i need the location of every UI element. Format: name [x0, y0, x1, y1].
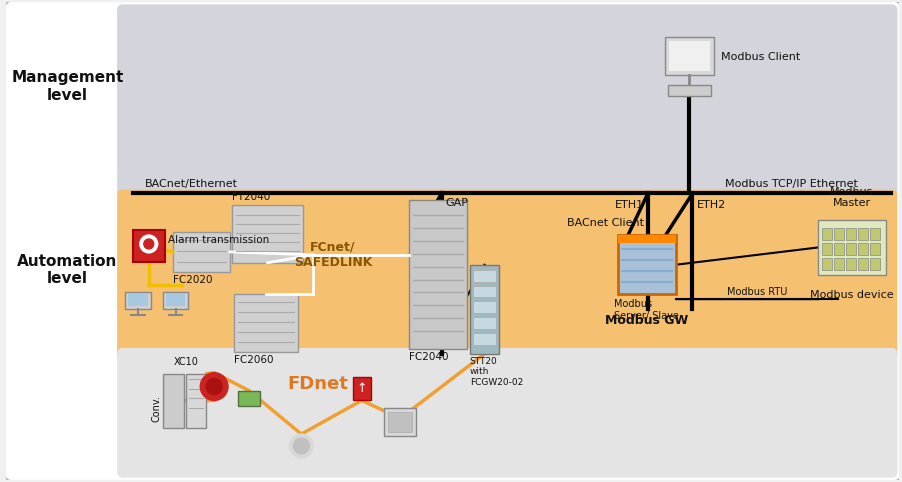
- FancyBboxPatch shape: [389, 412, 412, 432]
- Circle shape: [207, 379, 222, 394]
- FancyBboxPatch shape: [238, 390, 260, 406]
- FancyBboxPatch shape: [162, 374, 184, 428]
- Text: FC2020: FC2020: [172, 275, 212, 285]
- Text: FT2040: FT2040: [232, 192, 271, 202]
- FancyBboxPatch shape: [125, 292, 151, 309]
- FancyBboxPatch shape: [665, 37, 714, 75]
- FancyBboxPatch shape: [834, 258, 844, 270]
- Text: Modbus
Master: Modbus Master: [830, 187, 873, 208]
- FancyBboxPatch shape: [384, 408, 416, 436]
- Text: Modbus Client: Modbus Client: [722, 52, 800, 62]
- Text: Modbus TCP/IP Ethernet: Modbus TCP/IP Ethernet: [725, 178, 858, 188]
- FancyBboxPatch shape: [846, 258, 856, 270]
- Text: FDnet: FDnet: [288, 375, 348, 393]
- FancyBboxPatch shape: [410, 201, 466, 349]
- FancyBboxPatch shape: [822, 228, 832, 240]
- Text: Automation
level: Automation level: [17, 254, 118, 286]
- FancyBboxPatch shape: [667, 84, 712, 96]
- Text: Modbus GW: Modbus GW: [605, 314, 688, 327]
- Circle shape: [143, 239, 153, 249]
- FancyBboxPatch shape: [353, 376, 371, 401]
- FancyBboxPatch shape: [870, 228, 879, 240]
- FancyBboxPatch shape: [870, 258, 879, 270]
- Circle shape: [200, 373, 228, 401]
- FancyBboxPatch shape: [187, 374, 207, 428]
- FancyBboxPatch shape: [846, 243, 856, 255]
- FancyBboxPatch shape: [822, 258, 832, 270]
- FancyBboxPatch shape: [846, 228, 856, 240]
- FancyBboxPatch shape: [473, 270, 496, 281]
- FancyBboxPatch shape: [668, 41, 710, 71]
- FancyBboxPatch shape: [117, 348, 897, 478]
- FancyBboxPatch shape: [162, 292, 189, 309]
- FancyBboxPatch shape: [232, 205, 303, 263]
- Circle shape: [293, 438, 309, 454]
- FancyBboxPatch shape: [870, 243, 879, 255]
- Text: FCnet/
SAFEDLINK: FCnet/ SAFEDLINK: [294, 241, 373, 269]
- FancyBboxPatch shape: [473, 333, 496, 345]
- FancyBboxPatch shape: [166, 295, 186, 307]
- Text: Modbus RTU: Modbus RTU: [727, 287, 787, 297]
- FancyBboxPatch shape: [117, 4, 897, 198]
- FancyBboxPatch shape: [473, 301, 496, 313]
- FancyBboxPatch shape: [128, 295, 148, 307]
- Text: ETH1: ETH1: [615, 201, 644, 211]
- Text: FC2040: FC2040: [410, 352, 448, 362]
- FancyBboxPatch shape: [834, 243, 844, 255]
- Text: Alarm transmission: Alarm transmission: [168, 235, 269, 245]
- FancyBboxPatch shape: [858, 228, 868, 240]
- Text: GAP: GAP: [446, 199, 469, 208]
- FancyBboxPatch shape: [818, 220, 886, 275]
- Text: Modbus
Server/ Slave: Modbus Server/ Slave: [614, 299, 679, 321]
- FancyBboxPatch shape: [822, 243, 832, 255]
- Text: Conv.: Conv.: [152, 395, 161, 422]
- FancyBboxPatch shape: [117, 189, 897, 360]
- Text: ETH2: ETH2: [696, 201, 725, 211]
- FancyBboxPatch shape: [234, 295, 299, 352]
- Circle shape: [140, 235, 158, 253]
- FancyBboxPatch shape: [834, 228, 844, 240]
- Circle shape: [290, 434, 313, 458]
- FancyBboxPatch shape: [133, 230, 165, 262]
- FancyBboxPatch shape: [5, 1, 900, 481]
- FancyBboxPatch shape: [858, 258, 868, 270]
- FancyBboxPatch shape: [858, 243, 868, 255]
- FancyBboxPatch shape: [470, 265, 500, 354]
- FancyBboxPatch shape: [473, 317, 496, 329]
- FancyBboxPatch shape: [172, 232, 230, 272]
- Text: BACnet/Ethernet: BACnet/Ethernet: [145, 178, 238, 188]
- Text: XC10: XC10: [174, 357, 198, 367]
- Text: Modbus device: Modbus device: [810, 290, 894, 299]
- FancyBboxPatch shape: [618, 235, 676, 295]
- Text: FC2060: FC2060: [234, 355, 273, 365]
- Text: BACnet Client: BACnet Client: [567, 218, 644, 228]
- Text: STT20
with
FCGW20-02: STT20 with FCGW20-02: [470, 357, 523, 387]
- Text: ↑: ↑: [356, 382, 367, 395]
- Text: Management
level: Management level: [12, 70, 124, 103]
- FancyBboxPatch shape: [618, 235, 676, 243]
- FancyBboxPatch shape: [473, 285, 496, 297]
